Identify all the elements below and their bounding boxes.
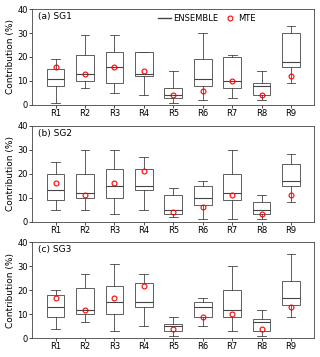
PathPatch shape [253, 83, 270, 95]
PathPatch shape [47, 174, 64, 200]
PathPatch shape [282, 33, 300, 66]
PathPatch shape [223, 174, 241, 200]
PathPatch shape [76, 288, 94, 314]
Y-axis label: Contribution (%): Contribution (%) [5, 253, 14, 328]
PathPatch shape [135, 52, 153, 76]
PathPatch shape [47, 295, 64, 317]
PathPatch shape [106, 286, 123, 314]
PathPatch shape [76, 55, 94, 81]
PathPatch shape [223, 57, 241, 88]
PathPatch shape [282, 164, 300, 186]
PathPatch shape [282, 281, 300, 305]
Y-axis label: Contribution (%): Contribution (%) [5, 20, 14, 95]
PathPatch shape [135, 169, 153, 190]
PathPatch shape [253, 319, 270, 331]
PathPatch shape [164, 88, 182, 98]
Text: (a) SG1: (a) SG1 [38, 12, 72, 21]
PathPatch shape [223, 290, 241, 317]
Y-axis label: Contribution (%): Contribution (%) [5, 136, 14, 211]
PathPatch shape [253, 202, 270, 215]
PathPatch shape [194, 186, 212, 205]
PathPatch shape [194, 59, 212, 86]
Legend: ENSEMBLE, MTE: ENSEMBLE, MTE [157, 13, 257, 24]
PathPatch shape [164, 324, 182, 331]
PathPatch shape [135, 283, 153, 307]
Text: (b) SG2: (b) SG2 [38, 129, 72, 137]
Text: (c) SG3: (c) SG3 [38, 245, 71, 254]
PathPatch shape [76, 174, 94, 198]
PathPatch shape [106, 52, 123, 83]
PathPatch shape [47, 69, 64, 86]
PathPatch shape [106, 169, 123, 198]
PathPatch shape [194, 302, 212, 317]
PathPatch shape [164, 195, 182, 215]
